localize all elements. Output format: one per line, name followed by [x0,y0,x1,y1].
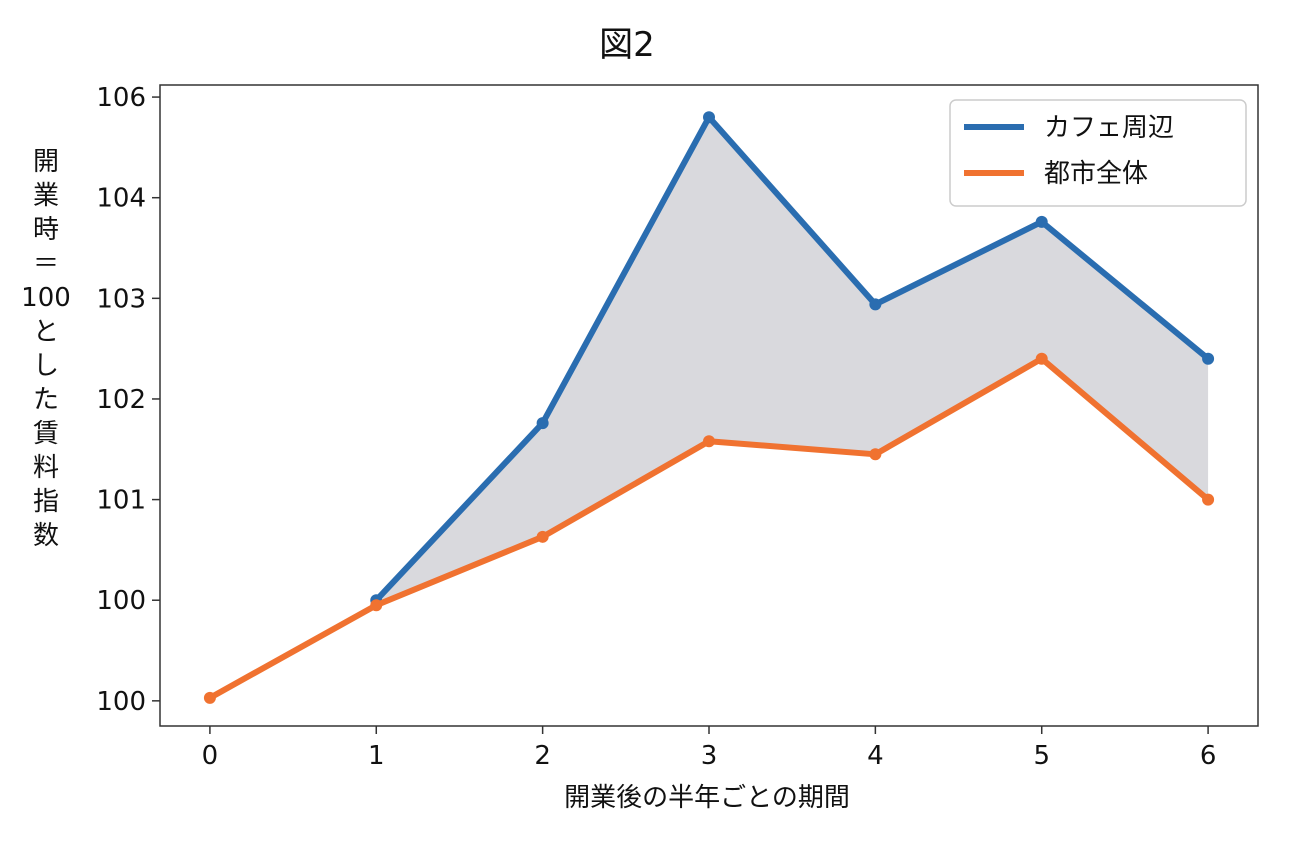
x-tick-label: 2 [534,741,551,771]
y-axis: 100 100 101 102 103 104 106 [96,83,160,717]
x-tick-label: 0 [202,741,219,771]
legend: カフェ周辺 都市全体 [949,99,1247,207]
y-tick-label: 100 [96,586,146,616]
series-point-1 [370,599,383,612]
series-point-0 [703,111,715,124]
series-point-0 [1035,215,1048,228]
series-point-0 [536,417,549,430]
x-axis-title: 開業後の半年ごとの期間 [564,783,850,813]
series-line-0 [373,114,1212,604]
series-point-1 [203,691,216,704]
x-axis: 0 1 2 3 4 5 6 [202,726,1217,771]
x-tick-label: 1 [368,741,385,771]
x-tick-label: 3 [701,741,718,771]
x-tick-label: 5 [1033,741,1050,771]
series-point-1 [536,530,549,543]
series-layer [203,111,1215,704]
gap-fill-area [376,117,1209,606]
y-tick-label: 100 [96,687,146,717]
x-tick-label: 6 [1200,741,1217,771]
chart-title: 図2 [599,25,655,65]
series-point-0 [1202,352,1215,365]
series-point-1 [1035,352,1048,365]
y-tick-label: 103 [96,284,146,314]
series-point-1 [703,435,715,448]
series-point-1 [869,448,882,461]
y-tick-label: 106 [96,83,146,113]
x-tick-label: 4 [867,741,884,771]
legend-label-city: 都市全体 [1044,159,1148,189]
series-point-0 [869,298,882,311]
y-tick-label: 101 [96,486,146,516]
y-tick-label: 102 [96,385,146,415]
y-axis-title: 開業時＝ 100 とした賃料指数 [21,147,71,551]
y-tick-label: 104 [96,184,146,214]
legend-label-cafe: カフェ周辺 [1044,113,1174,143]
series-point-1 [1202,493,1215,506]
